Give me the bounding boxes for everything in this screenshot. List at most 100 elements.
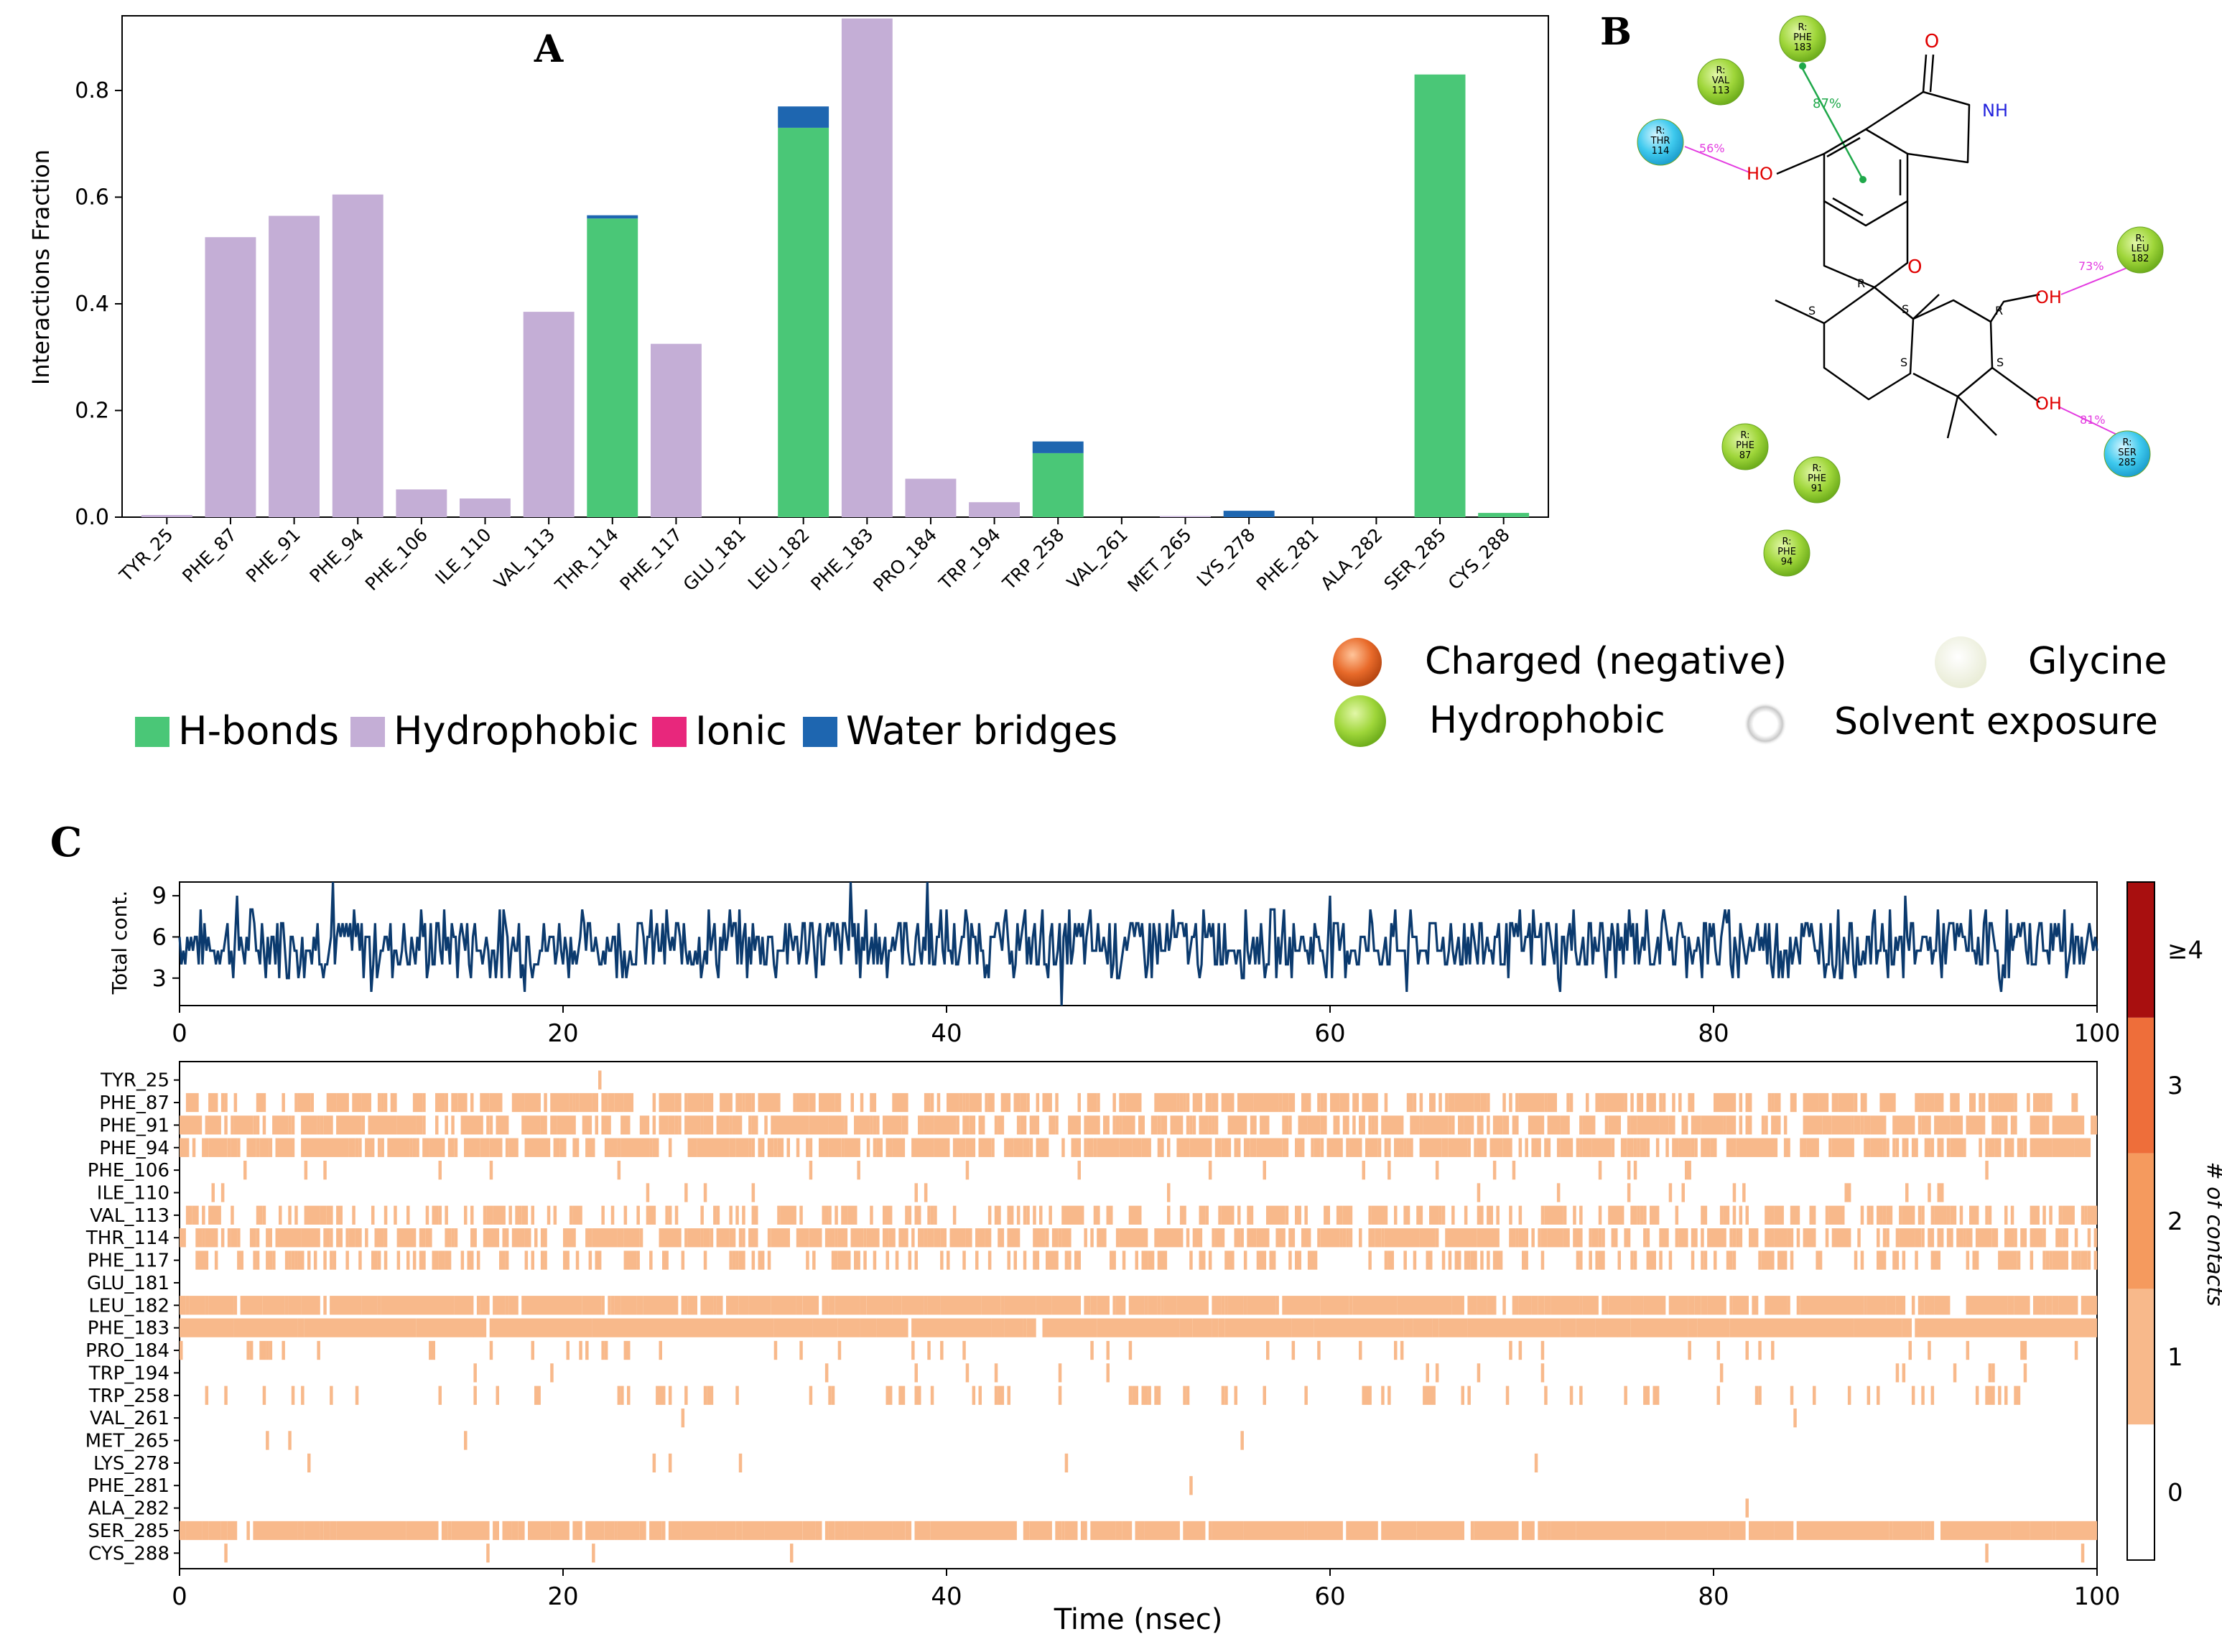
heatmap-ytick-label: GLU_181 — [87, 1273, 169, 1294]
heatmap-contact-segment — [1643, 1205, 1647, 1225]
heatmap-contact-segment — [231, 1205, 234, 1225]
heatmap-contact-segment — [1461, 1386, 1464, 1405]
heatmap-contact-segment — [1154, 1228, 1171, 1248]
heatmap-contact-segment — [892, 1296, 902, 1315]
heatmap-contact-segment — [777, 1205, 781, 1225]
heatmap-contact-segment — [735, 1521, 743, 1541]
heatmap-xtick-label: 0 — [172, 1582, 187, 1611]
heatmap-contact-segment — [1336, 1205, 1343, 1225]
heatmap-contact-segment — [1624, 1092, 1627, 1113]
heatmap-contact-segment — [2087, 1228, 2091, 1248]
heatmap-contact-segment — [1573, 1205, 1576, 1225]
heatmap-contact-segment — [1077, 1138, 1081, 1157]
heatmap-contact-segment — [652, 1453, 656, 1472]
heatmap-contact-segment — [1080, 1521, 1087, 1541]
heatmap-contact-segment — [1749, 1138, 1778, 1157]
heatmap-contact-segment — [1221, 1205, 1235, 1225]
heatmap-contact-segment — [1525, 1250, 1528, 1270]
panel-a-xtick-label: VAL_261 — [1063, 524, 1132, 593]
heatmap-contact-segment — [1783, 1138, 1790, 1157]
heatmap-contact-segment — [837, 1340, 842, 1360]
heatmap-contact-segment — [876, 1318, 908, 1337]
heatmap-contact-segment — [1522, 1296, 1532, 1315]
heatmap-contact-segment — [489, 1115, 493, 1135]
total-contacts-line — [178, 881, 2098, 1006]
heatmap-contact-segment — [870, 1092, 877, 1113]
heatmap-contact-segment — [1972, 1250, 1976, 1270]
heatmap-contact-segment — [1726, 1115, 1737, 1135]
heatmap-contact-segment — [1084, 1296, 1091, 1315]
heatmap-contact-segment — [947, 1250, 950, 1270]
heatmap-contact-segment — [1723, 1115, 1726, 1135]
heatmap-contact-segment — [1135, 1138, 1142, 1157]
heatmap-contact-segment — [639, 1115, 650, 1135]
heatmap-contact-segment — [1917, 1296, 1925, 1315]
heatmap-contact-segment — [1212, 1296, 1222, 1315]
heatmap-contact-segment — [866, 1138, 870, 1157]
heatmap-contact-segment — [1847, 1521, 1889, 1541]
heatmap-contact-segment — [674, 1115, 679, 1135]
heatmap-contact-segment — [1317, 1228, 1321, 1248]
panel-b-ligand-interaction-diagram: B O NH HO — [1333, 10, 2167, 747]
heatmap-contact-segment — [2049, 1205, 2053, 1225]
heatmap-contact-segment — [1474, 1521, 1493, 1541]
heatmap-contact-segment — [595, 1250, 602, 1270]
heatmap-contact-segment — [1208, 1250, 1212, 1270]
heatmap-contact-segment — [1435, 1228, 1439, 1248]
ligand-skeleton — [1775, 54, 2040, 439]
heatmap-contact-segment — [1809, 1115, 1813, 1135]
heatmap-contact-segment — [1061, 1521, 1065, 1541]
heatmap-contact-segment — [1119, 1115, 1122, 1135]
heatmap-contact-segment — [1352, 1115, 1356, 1135]
heatmap-contact-segment — [1282, 1115, 1289, 1135]
heatmap-contact-segment — [1873, 1138, 1877, 1157]
heatmap-contact-segment — [445, 1205, 448, 1225]
heatmap-contact-segment — [1480, 1092, 1487, 1113]
heatmap-contact-segment — [1882, 1138, 1887, 1157]
heatmap-contact-segment — [2030, 1115, 2046, 1135]
heatmap-contact-segment — [1115, 1228, 1120, 1248]
heatmap-contact-segment — [722, 1115, 730, 1135]
heatmap-contact-segment — [205, 1115, 221, 1135]
heatmap-contact-segment — [1304, 1521, 1308, 1541]
heatmap-contact-segment — [1477, 1183, 1481, 1202]
heatmap-contact-segment — [1224, 1296, 1228, 1315]
heatmap-contact-segment — [214, 1138, 228, 1157]
heatmap-contact-segment — [1895, 1228, 1900, 1248]
heatmap-contact-segment — [975, 1250, 979, 1270]
heatmap-contact-segment — [352, 1205, 355, 1225]
legend-swatch-water-bridges — [803, 717, 837, 747]
heatmap-contact-segment — [544, 1092, 547, 1113]
colorbar-segment — [2127, 1153, 2154, 1289]
heatmap-contact-segment — [1882, 1228, 1887, 1248]
heatmap-ytick-label: LYS_278 — [93, 1453, 169, 1475]
heatmap-contact-segment — [1135, 1296, 1145, 1315]
heatmap-contact-segment — [1084, 1228, 1087, 1248]
heatmap-contact-segment — [1135, 1228, 1148, 1248]
heatmap-contact-segment — [483, 1205, 487, 1225]
legend-swatch-h-bonds — [135, 717, 169, 747]
heatmap-contact-segment — [1403, 1318, 1413, 1337]
heatmap-contact-segment — [1492, 1161, 1497, 1180]
heatmap-contact-segment — [1406, 1092, 1413, 1113]
heatmap-contact-segment — [1157, 1138, 1164, 1157]
heatmap-row-cys-288 — [224, 1544, 2085, 1563]
heatmap-contact-segment — [1135, 1250, 1138, 1270]
heatmap-contact-segment — [1301, 1092, 1311, 1113]
heatmap-contact-segment — [1365, 1318, 1398, 1337]
heatmap-contact-segment — [1435, 1363, 1439, 1383]
heatmap-contact-segment — [262, 1296, 285, 1315]
heatmap-contact-segment — [246, 1340, 250, 1360]
heatmap-contact-segment — [1438, 1205, 1442, 1225]
heatmap-contact-segment — [371, 1318, 417, 1337]
heatmap-contact-segment — [336, 1115, 362, 1135]
heatmap-contact-segment — [1915, 1250, 1918, 1270]
heatmap-contact-segment — [1464, 1205, 1468, 1225]
stereo-s4: S — [1996, 356, 2004, 369]
heatmap-contact-segment — [1534, 1453, 1538, 1472]
heatmap-contact-segment — [949, 1092, 959, 1113]
heatmap-contact-segment — [1624, 1386, 1627, 1405]
